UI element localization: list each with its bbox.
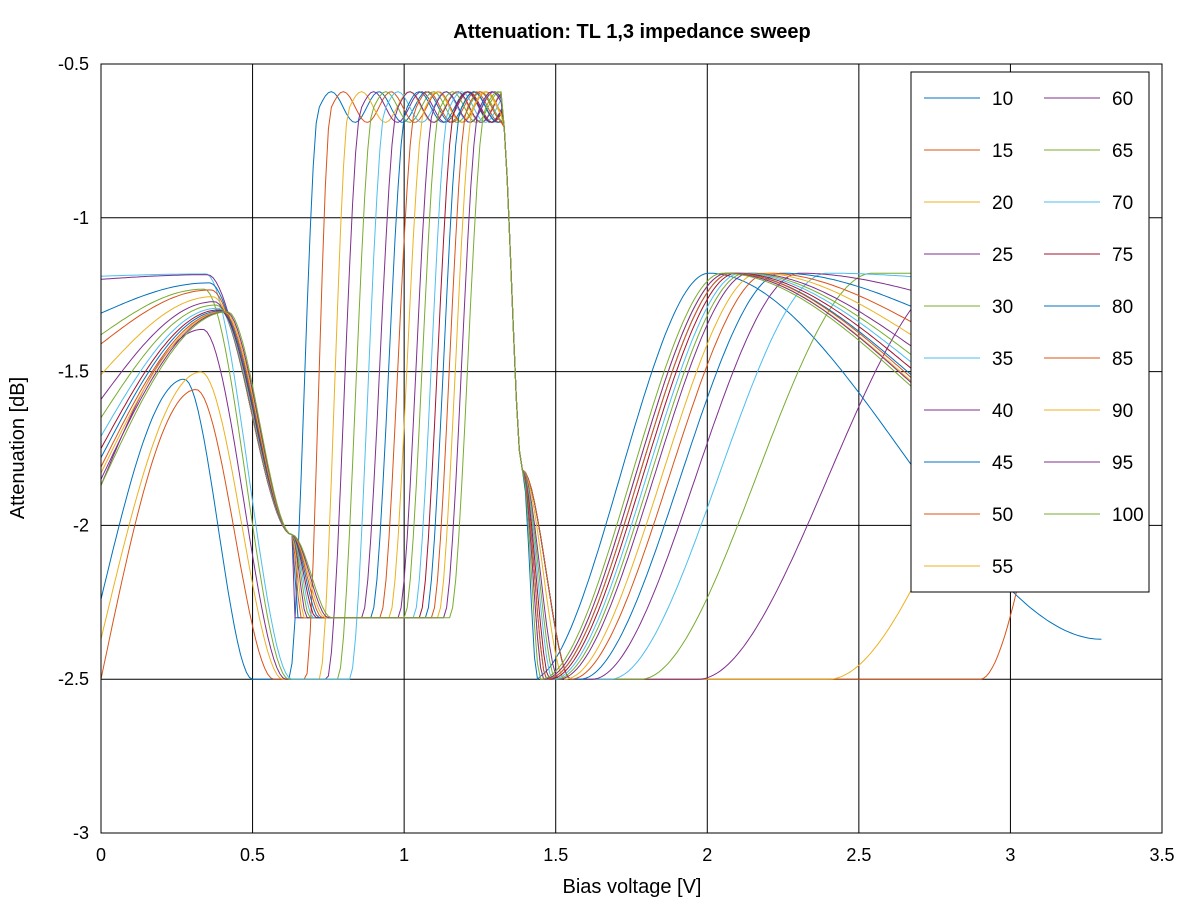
x-tick-label: 0.5 <box>240 845 265 865</box>
legend-label-80: 80 <box>1112 297 1133 318</box>
legend-label-25: 25 <box>992 245 1013 266</box>
y-axis-label: Attenuation [dB] <box>7 377 29 519</box>
legend-label-90: 90 <box>1112 401 1133 422</box>
legend-label-55: 55 <box>992 557 1013 578</box>
legend-label-15: 15 <box>992 141 1013 162</box>
y-tick-label: -2.5 <box>58 669 89 689</box>
x-tick-label: 1 <box>399 845 409 865</box>
legend-box <box>910 71 1150 593</box>
legend: 10 15 20 25 30 35 40 45 50 55 60 65 70 75 80 85 90 95 100 <box>910 71 1150 593</box>
legend-label-10: 10 <box>992 89 1013 110</box>
legend-label-30: 30 <box>992 297 1013 318</box>
y-tick-label: -1 <box>73 208 89 228</box>
legend-label-45: 45 <box>992 453 1013 474</box>
plot-frame <box>100 63 1163 834</box>
legend-label-65: 65 <box>1112 141 1133 162</box>
legend-entries: 10 15 20 25 30 35 40 45 50 55 60 65 70 75 80 85 90 95 100 <box>924 89 1144 578</box>
legend-label-20: 20 <box>992 193 1013 214</box>
legend-label-50: 50 <box>992 505 1013 526</box>
legend-label-35: 35 <box>992 349 1013 370</box>
x-tick-label: 3.5 <box>1149 845 1174 865</box>
x-tick-label: 2 <box>702 845 712 865</box>
y-tick-label: -0.5 <box>58 54 89 74</box>
x-tick-label: 1.5 <box>543 845 568 865</box>
x-tick-label: 3 <box>1005 845 1015 865</box>
tick-labels: 0 0.5 1 1.5 2 2.5 3 3.5 -0.5 -1 -1.5 -2 -2.5 -3 <box>58 54 1175 865</box>
x-tick-label: 2.5 <box>846 845 871 865</box>
y-tick-label: -3 <box>73 823 89 843</box>
legend-label-85: 85 <box>1112 349 1133 370</box>
legend-label-70: 70 <box>1112 193 1133 214</box>
x-tick-label: 0 <box>96 845 106 865</box>
y-tick-label: -1.5 <box>58 362 89 382</box>
chart-title: Attenuation: TL 1,3 impedance sweep <box>453 21 810 43</box>
y-tick-label: -2 <box>73 515 89 535</box>
legend-label-40: 40 <box>992 401 1013 422</box>
legend-label-75: 75 <box>1112 245 1133 266</box>
legend-label-60: 60 <box>1112 89 1133 110</box>
legend-label-100: 100 <box>1112 505 1144 526</box>
legend-label-95: 95 <box>1112 453 1133 474</box>
x-axis-label: Bias voltage [V] <box>563 876 702 898</box>
